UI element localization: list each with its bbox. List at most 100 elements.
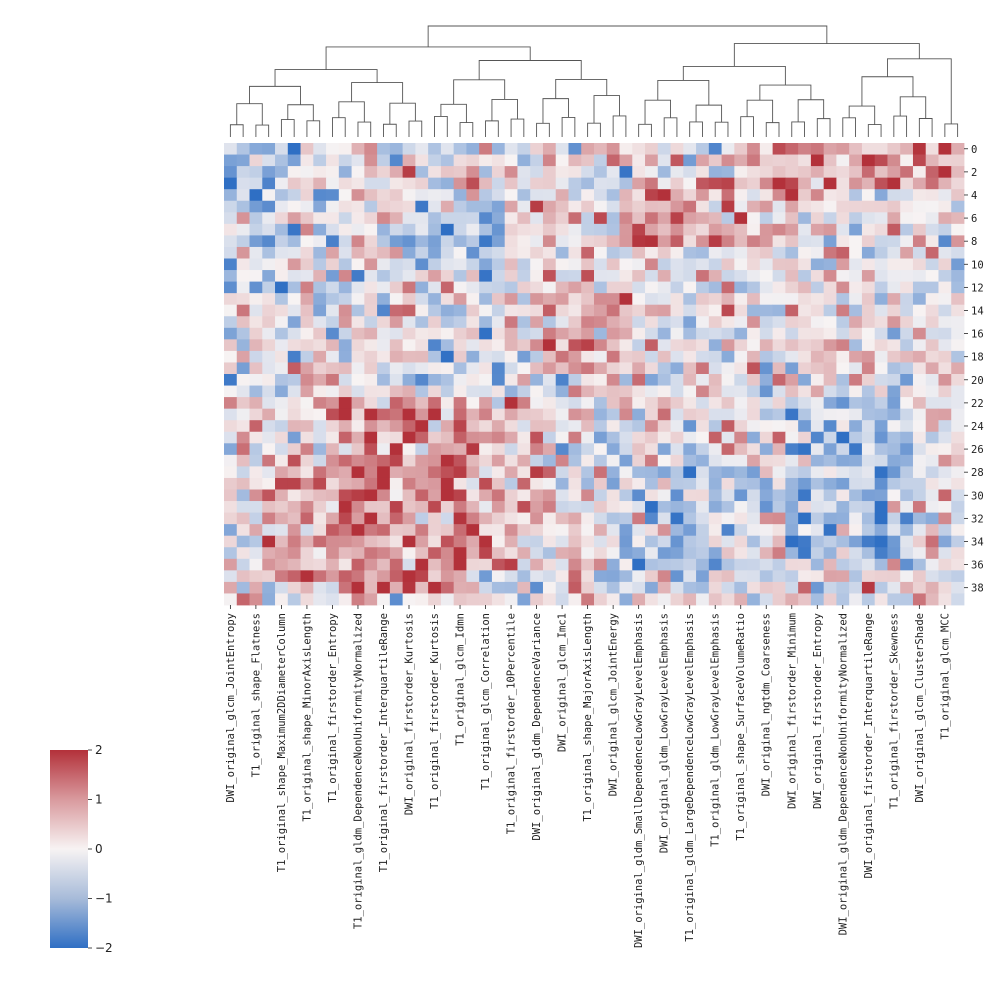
- heatmap-cell: [542, 570, 557, 583]
- heatmap-cell: [479, 362, 493, 375]
- row-tick-label: 38: [971, 583, 984, 595]
- heatmap-cell: [951, 223, 965, 236]
- heatmap-cell: [287, 547, 301, 560]
- heatmap-cell: [708, 581, 722, 594]
- heatmap-cell: [683, 143, 697, 155]
- heatmap-cell: [810, 212, 825, 225]
- dendrogram-link: [899, 96, 927, 119]
- heatmap-cell: [874, 408, 888, 421]
- heatmap-cell: [925, 304, 939, 317]
- heatmap-cell: [708, 454, 722, 467]
- heatmap-cell: [696, 154, 710, 167]
- heatmap-cell: [594, 154, 608, 167]
- heatmap-cell: [594, 304, 608, 317]
- heatmap-cell: [912, 570, 927, 583]
- heatmap-cell: [377, 581, 391, 594]
- dendrogram-link: [861, 76, 914, 107]
- heatmap-cell: [861, 489, 876, 502]
- heatmap-cell: [696, 143, 710, 155]
- heatmap-cell: [900, 177, 914, 190]
- heatmap-cell: [236, 339, 250, 352]
- heatmap-cell: [810, 143, 825, 155]
- heatmap-cell: [453, 166, 467, 179]
- heatmap-cell: [696, 477, 710, 490]
- heatmap-cell: [415, 374, 429, 386]
- heatmap-cell: [364, 143, 378, 155]
- heatmap-cell: [491, 223, 506, 236]
- heatmap-cell: [491, 570, 506, 583]
- heatmap-cell: [415, 524, 429, 537]
- heatmap-cell: [874, 246, 888, 259]
- heatmap-cell: [504, 235, 518, 248]
- heatmap-cell: [249, 223, 263, 236]
- heatmap-cell: [772, 154, 786, 167]
- heatmap-cell: [313, 339, 327, 352]
- heatmap-cell: [428, 501, 442, 513]
- column-tick-label: DWI_original_gldm_DependenceNonUniformit…: [837, 613, 849, 935]
- heatmap-cell: [491, 443, 506, 456]
- heatmap-cell: [275, 466, 289, 479]
- heatmap-cell: [836, 535, 850, 548]
- heatmap-cell: [696, 246, 710, 259]
- heatmap-cell: [951, 408, 965, 421]
- heatmap-cell: [657, 166, 671, 179]
- heatmap-cell: [696, 501, 710, 513]
- heatmap-cell: [555, 385, 569, 398]
- heatmap-cell: [402, 408, 416, 421]
- heatmap-cell: [823, 270, 837, 282]
- heatmap-cell: [606, 454, 620, 467]
- heatmap-cell: [696, 570, 710, 583]
- heatmap-cell: [517, 316, 531, 329]
- heatmap-cell: [262, 443, 276, 456]
- heatmap-cell: [466, 431, 480, 444]
- heatmap-cell: [249, 385, 263, 398]
- heatmap-cell: [798, 281, 812, 294]
- column-tick-label: T1_original_shape_MinorAxisLength: [301, 613, 313, 822]
- heatmap-cell: [594, 547, 608, 560]
- heatmap-cell: [823, 512, 837, 525]
- heatmap-cell: [823, 235, 837, 248]
- heatmap-cell: [300, 166, 314, 179]
- heatmap-cell: [798, 593, 812, 606]
- heatmap-cell: [619, 212, 633, 225]
- heatmap-cell: [491, 593, 506, 606]
- heatmap-cell: [912, 477, 927, 490]
- heatmap-cell: [874, 200, 888, 213]
- heatmap-cell: [415, 558, 429, 571]
- heatmap-cell: [491, 385, 506, 398]
- heatmap-cell: [428, 431, 442, 444]
- heatmap-cell: [683, 501, 697, 513]
- dendrogram-link: [383, 123, 397, 137]
- heatmap-cell: [683, 281, 697, 294]
- heatmap-cell: [798, 547, 812, 560]
- heatmap-cell: [568, 512, 582, 525]
- heatmap-cell: [224, 512, 238, 525]
- heatmap-cell: [351, 547, 365, 560]
- heatmap-cell: [925, 385, 939, 398]
- heatmap-cell: [606, 200, 620, 213]
- heatmap-cell: [836, 223, 850, 236]
- heatmap-cell: [338, 350, 352, 363]
- heatmap-cell: [479, 408, 493, 421]
- heatmap-cell: [249, 304, 263, 317]
- heatmap-cell: [542, 212, 557, 225]
- heatmap-cell: [479, 570, 493, 583]
- heatmap-cell: [313, 454, 327, 467]
- heatmap-cell: [734, 397, 748, 410]
- heatmap-cell: [542, 466, 557, 479]
- heatmap-cell: [555, 316, 569, 329]
- heatmap-cell: [377, 431, 391, 444]
- heatmap-cell: [262, 477, 276, 490]
- heatmap-cell: [772, 246, 786, 259]
- heatmap-cell: [275, 223, 289, 236]
- heatmap-cell: [555, 397, 569, 410]
- heatmap-cell: [428, 581, 442, 594]
- heatmap-cell: [619, 454, 633, 467]
- heatmap-cell: [568, 397, 582, 410]
- heatmap-cell: [389, 235, 404, 248]
- heatmap-cell: [683, 512, 697, 525]
- heatmap-cell: [772, 281, 786, 294]
- heatmap-cell: [951, 339, 965, 352]
- heatmap-cell: [632, 431, 646, 444]
- heatmap-cell: [300, 420, 314, 433]
